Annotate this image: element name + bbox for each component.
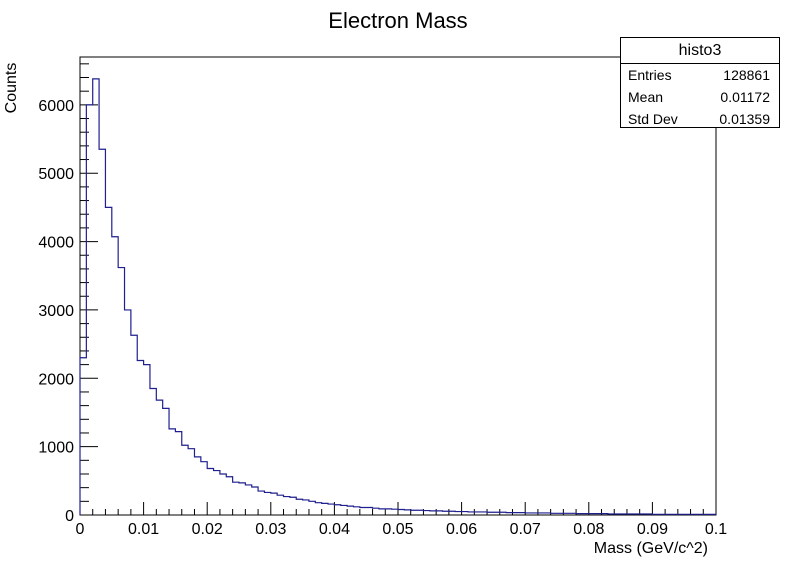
- histogram-bin: [366, 507, 372, 515]
- histogram-bin: [252, 487, 258, 515]
- histogram-bin: [80, 358, 86, 515]
- histogram-bin: [271, 493, 277, 515]
- x-tick-label: 0: [76, 521, 85, 538]
- histogram-bin: [309, 501, 315, 515]
- y-tick-label: 0: [65, 508, 74, 525]
- stats-title: histo3: [621, 38, 779, 64]
- histogram-bin: [290, 497, 296, 515]
- stats-value: 0.01172: [720, 89, 770, 105]
- histogram-bin: [182, 445, 188, 515]
- x-tick-label: 0.03: [255, 521, 286, 538]
- histogram-bin: [328, 504, 334, 515]
- histogram-bin: [315, 503, 321, 515]
- y-tick-label: 4000: [38, 235, 74, 252]
- histogram-bin: [258, 491, 264, 515]
- y-tick-label: 5000: [38, 166, 74, 183]
- histogram-bin: [86, 105, 92, 515]
- histogram-bin: [347, 506, 353, 515]
- y-tick-label: 3000: [38, 303, 74, 320]
- histogram-bin: [379, 509, 385, 515]
- histogram-bin: [201, 462, 207, 515]
- y-tick-label: 6000: [38, 98, 74, 115]
- histogram-bin: [423, 511, 429, 515]
- stats-value: 128861: [723, 67, 770, 83]
- histogram-bin: [341, 505, 347, 515]
- stats-box: histo3 Entries 128861 Mean 0.01172 Std D…: [620, 37, 780, 128]
- histogram-bin: [144, 365, 150, 515]
- y-axis-label: Counts: [3, 63, 20, 114]
- stats-row-mean: Mean 0.01172: [621, 86, 779, 108]
- y-tick-label: 2000: [38, 371, 74, 388]
- x-tick-label: 0.07: [510, 521, 541, 538]
- histogram-bin: [264, 492, 270, 515]
- x-tick-label: 0.01: [128, 521, 159, 538]
- histogram-bin: [398, 510, 404, 515]
- histogram-bin: [233, 482, 239, 515]
- histogram-bin: [125, 310, 131, 515]
- histogram-bin: [150, 389, 156, 515]
- histogram-bin: [105, 207, 111, 515]
- histogram-bin: [156, 400, 162, 515]
- histogram-bin: [169, 429, 175, 515]
- histogram-bin: [188, 449, 194, 515]
- histogram-bin: [322, 503, 328, 515]
- histogram-bin: [93, 79, 99, 515]
- histogram-bin: [239, 483, 245, 515]
- histogram-bin: [334, 505, 340, 515]
- histogram-bin: [436, 511, 442, 515]
- histogram-bin: [277, 495, 283, 515]
- x-tick-label: 0.06: [446, 521, 477, 538]
- histogram-bin: [385, 509, 391, 515]
- histogram-bin: [194, 457, 200, 515]
- histogram-bin: [163, 408, 169, 515]
- y-tick-label: 1000: [38, 440, 74, 457]
- histogram-outline: [79, 78, 717, 515]
- x-tick-label: 0.02: [192, 521, 223, 538]
- x-tick-label: 0.1: [705, 521, 727, 538]
- histogram-bin: [404, 510, 410, 515]
- histogram-bin: [214, 471, 220, 515]
- stats-value: 0.01359: [719, 111, 770, 127]
- x-axis-label: Mass (GeV/c^2): [594, 540, 708, 557]
- histogram-bin: [430, 511, 436, 515]
- x-tick-label: 0.04: [319, 521, 350, 538]
- histogram-bin: [392, 509, 398, 515]
- stats-label: Entries: [628, 67, 672, 83]
- histogram-bin: [303, 500, 309, 515]
- histogram-bin: [353, 507, 359, 515]
- x-tick-label: 0.08: [573, 521, 604, 538]
- histogram-bin: [175, 432, 181, 515]
- x-tick-label: 0.05: [382, 521, 413, 538]
- histogram-bin: [118, 268, 124, 515]
- axis-ticks: [79, 63, 717, 516]
- histogram-bin: [220, 474, 226, 515]
- histogram-bin: [207, 469, 213, 515]
- histogram-bin: [373, 508, 379, 515]
- histogram-bin: [284, 497, 290, 515]
- x-tick-label: 0.09: [637, 521, 668, 538]
- chart-title: Electron Mass: [328, 8, 467, 33]
- histogram-bins: [80, 79, 716, 515]
- stats-label: Mean: [628, 89, 664, 105]
- stats-label: Std Dev: [628, 111, 678, 127]
- axis-tick-labels: 0 0.01 0.02 0.03 0.04 0.05 0.06 0.07 0.08 0.09 0.1…: [38, 98, 727, 538]
- histogram-bin: [137, 361, 143, 515]
- histogram-bin: [112, 237, 118, 515]
- histogram-bin: [417, 510, 423, 515]
- histogram-bin: [411, 510, 417, 515]
- stats-row-stddev: Std Dev 0.01359: [621, 108, 779, 130]
- histogram-bin: [245, 485, 251, 515]
- histogram-bin: [226, 477, 232, 515]
- histogram-bin: [360, 507, 366, 515]
- stats-row-entries: Entries 128861: [621, 64, 779, 86]
- histogram-bin: [296, 499, 302, 515]
- histogram-bin: [99, 149, 105, 515]
- histogram-bin: [131, 335, 137, 515]
